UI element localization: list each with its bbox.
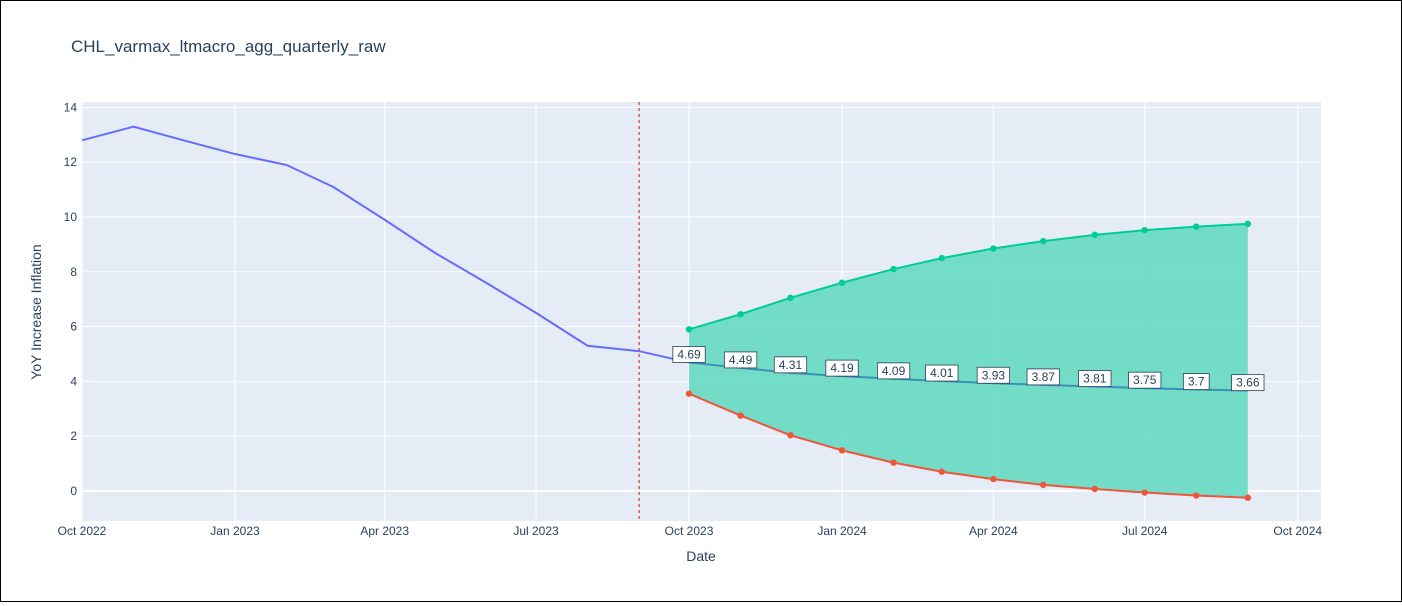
upper-bound-point	[1040, 237, 1047, 245]
lower-bound-line	[688, 392, 1248, 499]
forecast-data-label: 4.19	[825, 359, 859, 377]
data-label-text: 3.7	[1188, 375, 1205, 389]
data-label-text: 4.01	[930, 366, 954, 380]
data-label-text: 4.19	[830, 361, 854, 375]
lower-bound-point	[990, 475, 997, 483]
x-tick-label: Apr 2024	[969, 524, 1018, 538]
forecast-data-label: 4.01	[925, 364, 959, 382]
y-tick-label: 0	[70, 484, 77, 498]
x-tick-label: Jul 2023	[513, 524, 559, 538]
lower-bound-point	[890, 459, 897, 466]
x-tick-label: Oct 2024	[1273, 524, 1322, 538]
data-label-text: 3.66	[1236, 376, 1260, 390]
forecast-data-label: 3.7	[1182, 373, 1210, 390]
forecast-data-label: 4.31	[773, 356, 808, 374]
y-tick-label: 4	[70, 374, 77, 388]
data-label-box	[1182, 373, 1210, 390]
data-label-text: 4.69	[677, 347, 701, 361]
lower-bound-point	[685, 390, 693, 397]
lower-bound-point	[1193, 492, 1200, 499]
upper-bound-point	[737, 311, 744, 318]
axis-ticks: 0 2 4 6 8 10 12 14 Oct 2022 Jan 2023 Apr 2023 Jul 2…	[58, 100, 1323, 538]
data-label-box	[723, 351, 758, 369]
forecast-data-label: 4.69	[672, 346, 706, 363]
upper-bound-point	[1141, 226, 1148, 234]
series-markers	[685, 220, 1252, 501]
data-label-text: 3.93	[982, 368, 1006, 382]
lower-bound-point	[1141, 489, 1148, 496]
forecast-data-label: 4.49	[723, 351, 758, 369]
x-tick-label: Jul 2024	[1122, 524, 1168, 538]
data-label-text: 3.81	[1083, 372, 1107, 386]
x-tick-label: Oct 2023	[665, 524, 714, 538]
forecast-data-label: 3.81	[1078, 370, 1112, 387]
upper-bound-point	[938, 254, 946, 262]
data-label-box	[1128, 371, 1162, 389]
upper-bound-point	[890, 265, 897, 273]
x-tick-label: Apr 2023	[360, 524, 409, 538]
data-label-box	[773, 356, 808, 374]
lower-bound-point	[1091, 485, 1099, 493]
data-label-box	[925, 364, 959, 382]
x-axis-title: Date	[686, 548, 716, 564]
upper-bound-point	[1091, 231, 1099, 239]
data-label-box	[876, 362, 911, 380]
data-label-box	[1026, 368, 1060, 386]
upper-bound-point	[838, 279, 846, 286]
upper-bound-point	[685, 326, 693, 333]
y-tick-label: 14	[64, 100, 78, 114]
x-tick-label: Jan 2024	[817, 524, 867, 538]
forecast-data-label: 3.75	[1128, 371, 1162, 389]
forecast-data-label: 3.66	[1231, 374, 1265, 392]
data-label-box	[825, 359, 859, 377]
lower-bound-point	[787, 432, 794, 439]
data-label-text: 4.31	[779, 358, 803, 372]
data-label-text: 4.49	[729, 353, 753, 367]
upper-bound-point	[990, 245, 997, 252]
y-tick-label: 12	[64, 155, 78, 169]
forecast-data-label: 3.87	[1026, 368, 1060, 386]
lower-bound-point	[938, 468, 946, 475]
x-tick-label: Jan 2023	[210, 524, 260, 538]
lower-bound-point	[838, 447, 846, 454]
upper-bound-point	[1244, 220, 1252, 228]
y-tick-label: 6	[70, 320, 77, 334]
data-label-box	[1078, 370, 1112, 387]
data-label-box	[976, 366, 1010, 384]
upper-bound-point	[1193, 223, 1200, 230]
data-label-box	[1231, 374, 1265, 392]
forecast-data-label: 3.93	[976, 366, 1010, 384]
confidence-band	[689, 223, 1248, 498]
chart-title: CHL_varmax_ltmacro_agg_quarterly_raw	[71, 37, 386, 56]
lower-bound-point	[737, 412, 744, 419]
upper-bound-line	[688, 222, 1248, 331]
forecast-data-labels: 4.69 4.49 4.31 4.19 4.09 4.01 3.93 3.87 3.81 3.75…	[672, 346, 1265, 392]
confidence-band-area	[689, 223, 1248, 498]
history-line	[81, 125, 690, 364]
y-tick-label: 10	[64, 210, 78, 224]
lower-bound-point	[1244, 494, 1252, 501]
lower-bound-point	[1040, 481, 1047, 489]
y-tick-label: 8	[70, 265, 77, 279]
data-label-text: 4.09	[882, 364, 906, 378]
data-label-box	[672, 346, 706, 363]
y-tick-label: 2	[70, 429, 77, 443]
x-tick-label: Oct 2022	[58, 524, 107, 538]
y-axis-title: YoY Increase Inflation	[28, 244, 44, 379]
forecast-data-label: 4.09	[876, 362, 911, 380]
data-label-text: 3.75	[1133, 373, 1157, 387]
data-label-text: 3.87	[1032, 370, 1056, 384]
upper-bound-point	[787, 294, 794, 302]
